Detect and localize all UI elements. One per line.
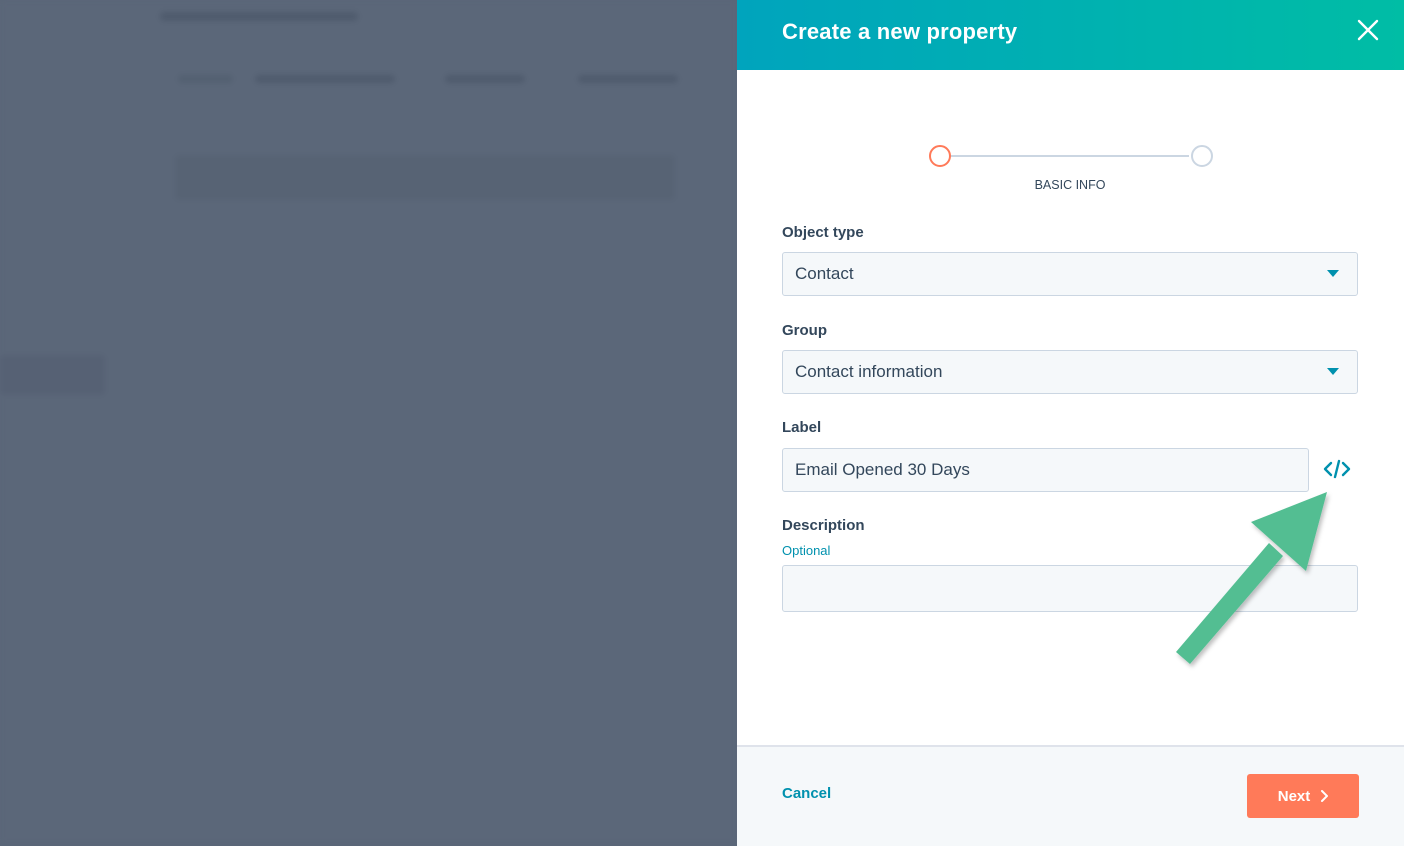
description-label: Description [782,517,865,534]
blurred-filter [445,75,525,83]
description-optional-hint: Optional [782,543,831,558]
label-input-value: Email Opened 30 Days [795,460,970,479]
group-value: Contact information [795,362,943,381]
panel-title: Create a new property [782,19,1018,44]
description-input[interactable] [782,565,1358,612]
blurred-background-page [0,12,678,395]
panel-footer: Cancel Next [737,745,1404,846]
blurred-sidebar-item [0,355,105,395]
chevron-right-icon [1321,790,1329,802]
group-label: Group [782,322,827,339]
code-icon[interactable] [1323,458,1351,480]
panel-header: Create a new property [737,0,1404,70]
close-icon[interactable] [1356,18,1380,42]
label-field-label: Label [782,419,822,436]
next-button-label: Next [1277,787,1311,805]
object-type-value: Contact [795,264,854,283]
step-label: BASIC INFO [1034,178,1106,192]
step-2-indicator [1191,145,1213,167]
create-property-panel: Create a new property BASIC INFO Object … [737,0,1404,846]
blurred-filter [578,75,678,83]
stepper-line [949,155,1189,157]
object-type-label: Object type [782,224,864,241]
chevron-down-icon [1327,368,1339,375]
blurred-filter [178,75,233,83]
step-1-indicator [929,145,951,167]
chevron-down-icon [1327,270,1339,277]
cancel-button[interactable]: Cancel [782,785,832,802]
group-select[interactable]: Contact information [782,350,1358,394]
next-button[interactable]: Next [1247,774,1359,818]
label-input[interactable]: Email Opened 30 Days [782,448,1309,492]
object-type-select[interactable]: Contact [782,252,1358,296]
progress-stepper: BASIC INFO [927,145,1217,195]
blurred-page-title [160,12,358,21]
blurred-table-header [175,155,675,200]
blurred-filter [255,75,395,83]
